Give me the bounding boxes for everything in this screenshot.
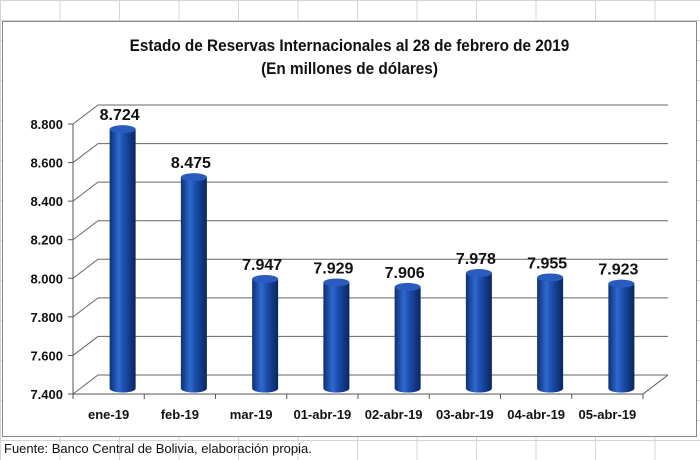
chart-area: Estado de Reservas Internacionales al 28… xyxy=(2,21,697,437)
bar-top xyxy=(180,173,207,182)
bar xyxy=(537,277,564,393)
gridline xyxy=(72,258,668,279)
gridline xyxy=(72,374,668,395)
gridline xyxy=(72,181,668,202)
y-tick-label: 8.800 xyxy=(30,117,63,132)
bar xyxy=(323,282,350,393)
y-tick-label: 7.800 xyxy=(30,310,63,325)
source-note: Fuente: Banco Central de Bolivia, elabor… xyxy=(4,441,312,456)
data-label: 7.929 xyxy=(313,260,353,277)
x-tick-label: 02-abr-19 xyxy=(365,407,423,422)
y-tick-label: 8.400 xyxy=(30,194,63,209)
x-tick-label: mar-19 xyxy=(230,407,273,422)
bar xyxy=(180,177,207,393)
x-tick-label: 05-abr-19 xyxy=(578,407,636,422)
y-tick-label: 8.600 xyxy=(30,156,63,171)
gridline xyxy=(72,220,668,241)
chart-title: Estado de Reservas Internacionales al 28… xyxy=(38,34,662,80)
data-label: 7.906 xyxy=(385,265,425,282)
x-tick-label: 03-abr-19 xyxy=(436,407,494,422)
bar-top xyxy=(394,282,421,291)
x-tick-label: 04-abr-19 xyxy=(507,407,565,422)
gridline xyxy=(72,297,668,318)
gridline xyxy=(72,335,668,356)
x-tick-label: feb-19 xyxy=(161,407,199,422)
bar xyxy=(394,286,421,393)
bar-top xyxy=(323,278,350,287)
bar-top xyxy=(608,279,635,288)
x-tick-label: 01-abr-19 xyxy=(293,407,351,422)
data-label: 7.955 xyxy=(527,255,567,272)
bar-top xyxy=(109,125,136,134)
bar xyxy=(109,129,136,393)
y-tick-label: 8.200 xyxy=(30,233,63,248)
gridline xyxy=(72,104,668,125)
gridline xyxy=(72,143,668,163)
bar-top xyxy=(537,273,564,282)
x-tick-label: ene-19 xyxy=(88,407,129,422)
plot-svg: 7.400 7.600 7.800 8.000 8.200 8.400 8.600 8.800… xyxy=(30,104,669,422)
data-label: 7.978 xyxy=(456,251,496,268)
y-tick-label: 7.400 xyxy=(30,387,63,402)
bar-top xyxy=(252,275,279,284)
data-label: 8.724 xyxy=(100,107,140,124)
data-label: 7.923 xyxy=(598,262,638,279)
x-axis-floor xyxy=(73,374,669,395)
y-tick-label: 7.600 xyxy=(30,348,63,363)
y-tick-label: 8.000 xyxy=(30,271,63,286)
bar-top xyxy=(465,269,492,278)
title-line: Estado de Reservas Internacionales al 28… xyxy=(129,36,570,55)
bar xyxy=(465,273,492,393)
subtitle-line: (En millones de dólares) xyxy=(261,59,438,78)
bar xyxy=(252,279,279,393)
data-label: 8.475 xyxy=(171,155,211,172)
bar xyxy=(608,283,635,393)
data-label: 7.947 xyxy=(242,257,282,274)
